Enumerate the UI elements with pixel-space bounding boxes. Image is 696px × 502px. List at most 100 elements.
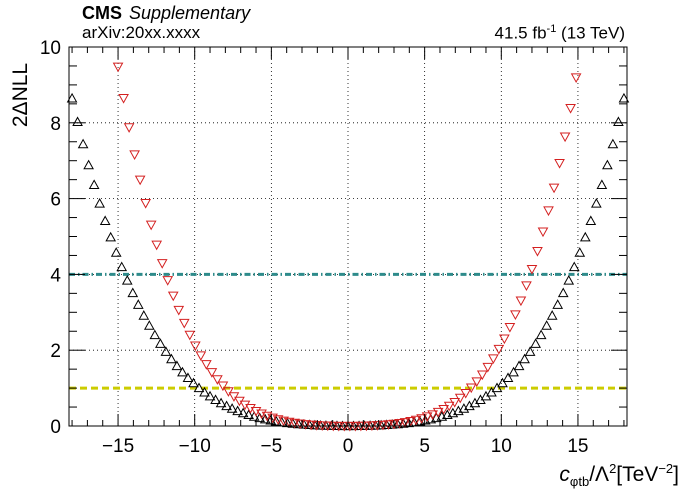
triangle-down-point — [206, 368, 218, 378]
triangle-up-point — [221, 400, 232, 411]
triangle-up-point — [618, 92, 630, 103]
triangle-down-point — [239, 400, 251, 411]
triangle-down-point — [499, 334, 510, 345]
triangle-up-point — [579, 231, 591, 242]
triangle-down-point — [201, 360, 212, 370]
triangle-up-point — [513, 360, 525, 371]
experiment-label: CMS — [82, 3, 122, 23]
triangle-down-point — [173, 305, 185, 316]
triangle-up-point — [315, 419, 326, 430]
triangle-up-point — [88, 179, 100, 190]
triangle-up-point — [590, 197, 602, 208]
axis-ticks — [69, 46, 627, 427]
triangle-down-point — [526, 264, 538, 275]
triangle-up-point — [326, 420, 337, 430]
triangle-down-point — [427, 410, 438, 420]
triangle-up-point — [464, 400, 475, 411]
triangle-up-point — [270, 415, 282, 426]
x-tick-label: 5 — [419, 436, 430, 457]
triangle-up-point — [177, 366, 188, 377]
triangle-up-point — [105, 231, 117, 242]
triangle-down-point — [565, 103, 576, 114]
triangle-down-point — [454, 393, 466, 404]
triangle-up-point — [331, 420, 343, 431]
triangle-up-point — [265, 414, 277, 425]
triangle-up-point — [110, 247, 122, 257]
triangle-down-point — [145, 220, 157, 231]
x-axis-symbol: c — [559, 463, 570, 486]
triangle-up-point — [596, 179, 608, 190]
triangle-up-point — [232, 405, 243, 416]
triangle-up-point — [188, 377, 199, 388]
triangle-down-point — [118, 94, 129, 104]
triangle-up-point — [248, 411, 260, 421]
triangle-up-point — [72, 116, 83, 127]
luminosity-label: 41.5 fb-1 (13 TeV) — [495, 23, 625, 44]
triangle-up-point — [370, 419, 381, 430]
triangle-up-point — [613, 116, 624, 127]
triangle-down-point — [504, 323, 516, 333]
triangle-down-point — [476, 370, 488, 381]
triangle-up-point — [563, 274, 575, 285]
triangle-down-point — [487, 354, 499, 364]
triangle-up-point — [535, 329, 547, 340]
triangle-down-point — [554, 159, 565, 169]
triangle-up-point — [237, 407, 249, 418]
x-tick-label: −10 — [179, 436, 211, 457]
triangle-down-point — [570, 73, 582, 83]
triangle-up-point — [508, 366, 519, 377]
triangle-up-point — [66, 92, 78, 103]
reference-lines — [69, 272, 627, 390]
triangle-up-point — [519, 353, 530, 364]
y-tick-label: 2 — [50, 341, 61, 362]
y-tick-label: 0 — [50, 417, 61, 438]
triangle-down-point — [471, 377, 483, 388]
triangle-down-point — [377, 420, 389, 431]
triangle-up-point — [149, 329, 161, 340]
triangle-up-point — [552, 299, 564, 309]
triangle-down-point — [189, 341, 201, 352]
y-tick-label: 8 — [50, 114, 61, 135]
x-axis-lambda: /Λ — [589, 463, 610, 486]
x-tick-label: −5 — [261, 436, 283, 457]
triangle-down-point — [482, 362, 494, 373]
triangle-up-point — [364, 420, 376, 430]
y-tick-label: 10 — [40, 38, 61, 59]
triangle-down-point — [289, 418, 301, 429]
triangle-up-point — [132, 299, 144, 309]
triangle-up-point — [292, 418, 304, 429]
triangle-down-point — [416, 414, 427, 424]
triangle-up-point — [83, 159, 94, 170]
triangle-down-point — [195, 351, 207, 361]
triangle-down-point — [543, 206, 554, 217]
triangle-up-point — [546, 310, 558, 320]
triangle-up-point — [574, 247, 586, 257]
triangle-down-point — [537, 227, 549, 238]
triangle-down-point — [184, 330, 196, 341]
triangle-up-point — [607, 138, 619, 149]
triangle-down-point — [559, 132, 571, 143]
x-axis-label: cφtb/Λ2[TeV−2] — [559, 461, 679, 489]
triangle-down-point — [399, 418, 411, 428]
triangle-down-point — [151, 240, 163, 251]
triangle-down-point — [245, 404, 256, 414]
triangle-up-point — [204, 390, 216, 401]
triangle-up-point — [166, 353, 177, 364]
triangle-up-point — [127, 287, 139, 298]
triangle-up-point — [381, 419, 392, 430]
triangle-down-point — [394, 418, 405, 429]
triangle-up-point — [524, 346, 536, 356]
triangle-up-point — [94, 197, 106, 208]
triangle-down-point — [112, 62, 124, 73]
x-tick-label: 15 — [567, 436, 588, 457]
triangle-up-point — [392, 418, 404, 429]
lumi-exponent: -1 — [546, 23, 557, 35]
triangle-up-point — [304, 419, 315, 430]
triangle-down-point — [438, 405, 450, 415]
triangle-up-point — [585, 215, 597, 226]
x-tick-label: 10 — [491, 436, 512, 457]
triangle-down-point — [449, 398, 461, 408]
triangle-up-point — [193, 382, 205, 393]
triangle-down-point — [167, 291, 179, 302]
triangle-up-point — [403, 417, 415, 428]
